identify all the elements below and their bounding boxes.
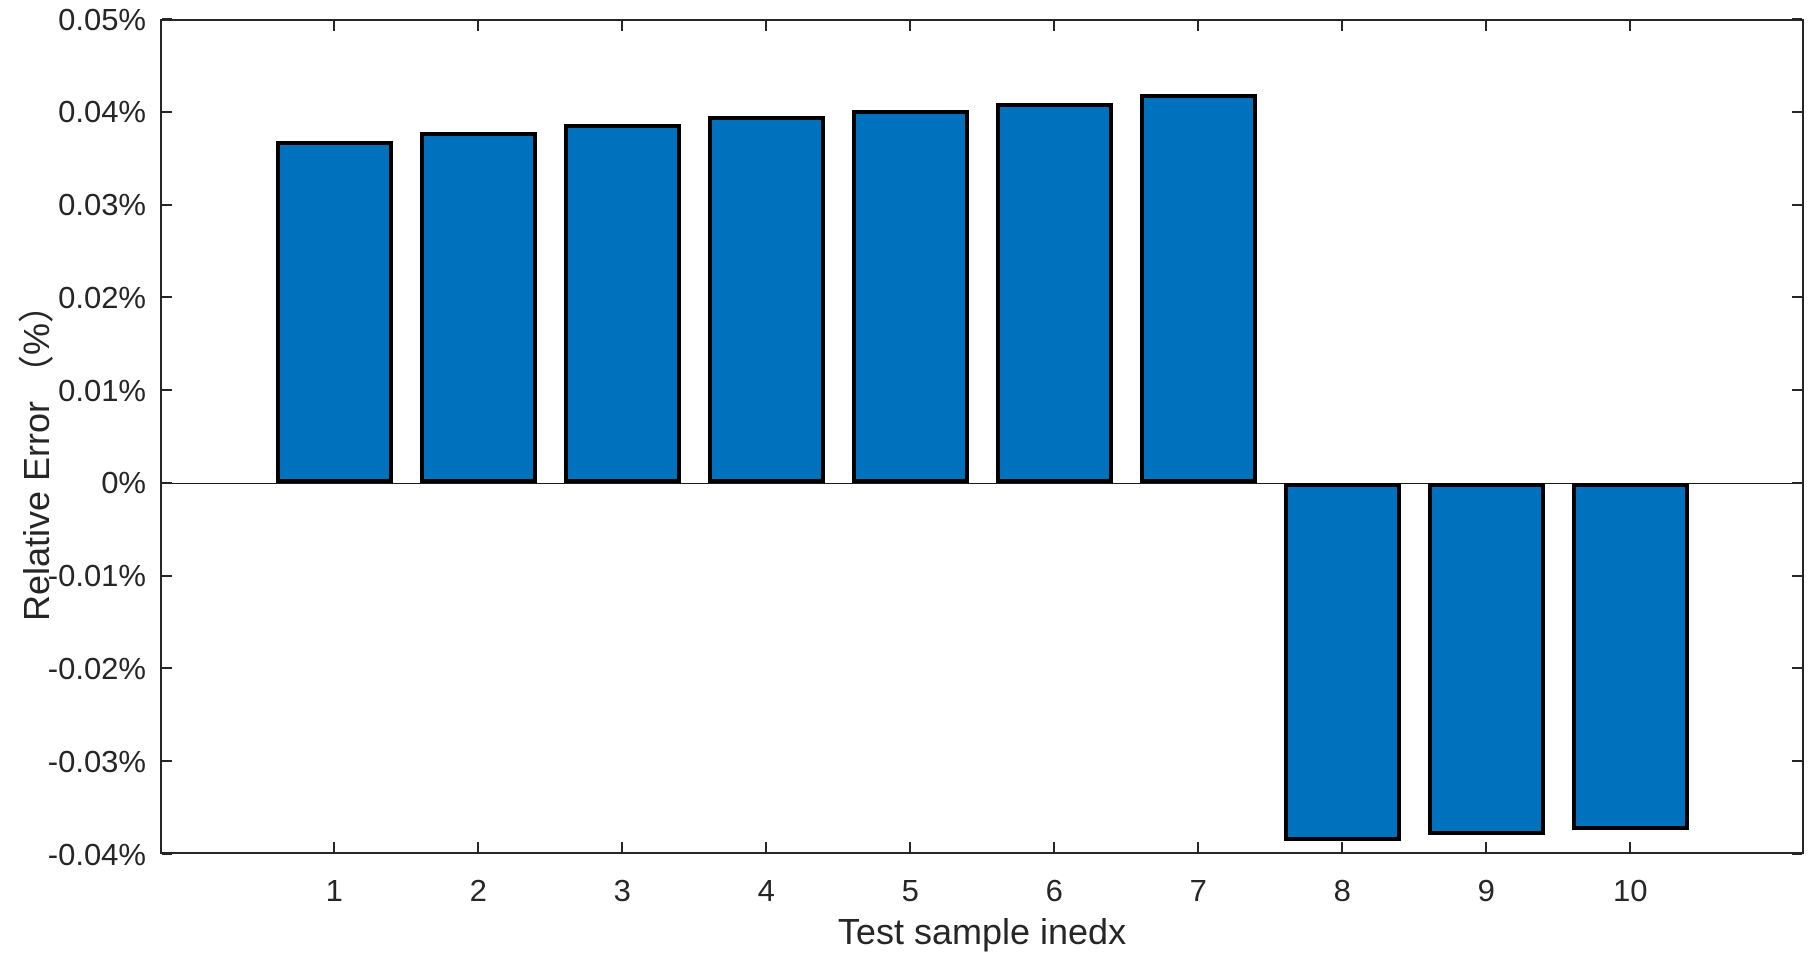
- y-tick-mark: [162, 760, 172, 763]
- y-tick-mark-right: [1792, 296, 1802, 299]
- x-tick-mark: [1629, 842, 1632, 852]
- bar-sample-8: [1283, 482, 1401, 841]
- x-tick-label: 10: [1613, 873, 1648, 908]
- x-tick-mark-top: [333, 21, 336, 31]
- bar-sample-1: [275, 141, 393, 483]
- y-tick-mark: [162, 203, 172, 206]
- y-tick-mark-right: [1792, 760, 1802, 763]
- x-tick-mark-top: [1485, 21, 1488, 31]
- y-tick-mark: [162, 389, 172, 392]
- y-tick-label: 0%: [101, 465, 146, 501]
- y-tick-mark-right: [1792, 203, 1802, 206]
- x-tick-mark-top: [909, 21, 912, 31]
- y-tick-mark-right: [1792, 110, 1802, 113]
- x-tick-mark: [909, 842, 912, 852]
- x-tick-label: 8: [1333, 873, 1351, 908]
- y-tick-mark: [162, 18, 172, 20]
- plot-area: [160, 18, 1804, 855]
- y-tick-label: -0.04%: [47, 836, 146, 872]
- x-tick-mark-top: [1629, 21, 1632, 31]
- bar-sample-6: [995, 102, 1113, 483]
- x-tick-mark: [1053, 842, 1056, 852]
- x-tick-mark-top: [621, 21, 624, 31]
- bar-sample-9: [1427, 482, 1545, 836]
- bar-sample-4: [707, 116, 825, 483]
- bar-sample-10: [1571, 482, 1689, 830]
- y-tick-label: 0.05%: [58, 1, 146, 37]
- y-tick-label: 0.02%: [58, 279, 146, 315]
- y-tick-mark: [162, 481, 172, 484]
- x-tick-mark: [1197, 842, 1200, 852]
- x-tick-label: 7: [1189, 873, 1207, 908]
- bar-sample-5: [851, 109, 969, 483]
- y-tick-mark: [162, 574, 172, 577]
- y-tick-mark-right: [1792, 574, 1802, 577]
- bar-sample-2: [419, 132, 537, 483]
- x-tick-mark-top: [1341, 21, 1344, 31]
- y-tick-mark-right: [1792, 18, 1802, 20]
- y-tick-label: -0.02%: [47, 650, 146, 686]
- x-tick-mark-top: [1053, 21, 1056, 31]
- x-tick-label: 5: [901, 873, 919, 908]
- x-tick-label: 4: [757, 873, 775, 908]
- x-tick-label: 1: [325, 873, 343, 908]
- y-tick-mark-right: [1792, 667, 1802, 670]
- y-tick-label: 0.04%: [58, 94, 146, 130]
- x-tick-mark: [1485, 842, 1488, 852]
- y-tick-label: 0.03%: [58, 187, 146, 223]
- y-tick-mark: [162, 667, 172, 670]
- y-tick-mark-right: [1792, 853, 1802, 855]
- x-tick-mark-top: [1197, 21, 1200, 31]
- y-tick-mark: [162, 110, 172, 113]
- y-tick-label: 0.01%: [58, 372, 146, 408]
- bar-sample-3: [563, 123, 681, 483]
- y-tick-label: -0.03%: [47, 743, 146, 779]
- x-tick-mark: [765, 842, 768, 852]
- y-axis-label: Relative Error （%）: [16, 286, 57, 622]
- x-tick-mark: [1341, 842, 1344, 852]
- x-tick-mark-top: [477, 21, 480, 31]
- x-tick-mark: [477, 842, 480, 852]
- y-tick-mark: [162, 296, 172, 299]
- y-tick-mark-right: [1792, 481, 1802, 484]
- y-tick-label: -0.01%: [47, 558, 146, 594]
- x-tick-mark-top: [765, 21, 768, 31]
- x-tick-label: 6: [1045, 873, 1063, 908]
- x-tick-mark: [333, 842, 336, 852]
- zero-baseline: [162, 482, 1802, 485]
- x-tick-label: 9: [1477, 873, 1495, 908]
- x-tick-mark: [621, 842, 624, 852]
- x-axis-label: Test sample inedx: [837, 911, 1127, 952]
- y-tick-mark: [162, 853, 172, 855]
- x-tick-label: 3: [613, 873, 631, 908]
- x-tick-label: 2: [469, 873, 487, 908]
- y-tick-mark-right: [1792, 389, 1802, 392]
- bar-sample-7: [1139, 94, 1257, 483]
